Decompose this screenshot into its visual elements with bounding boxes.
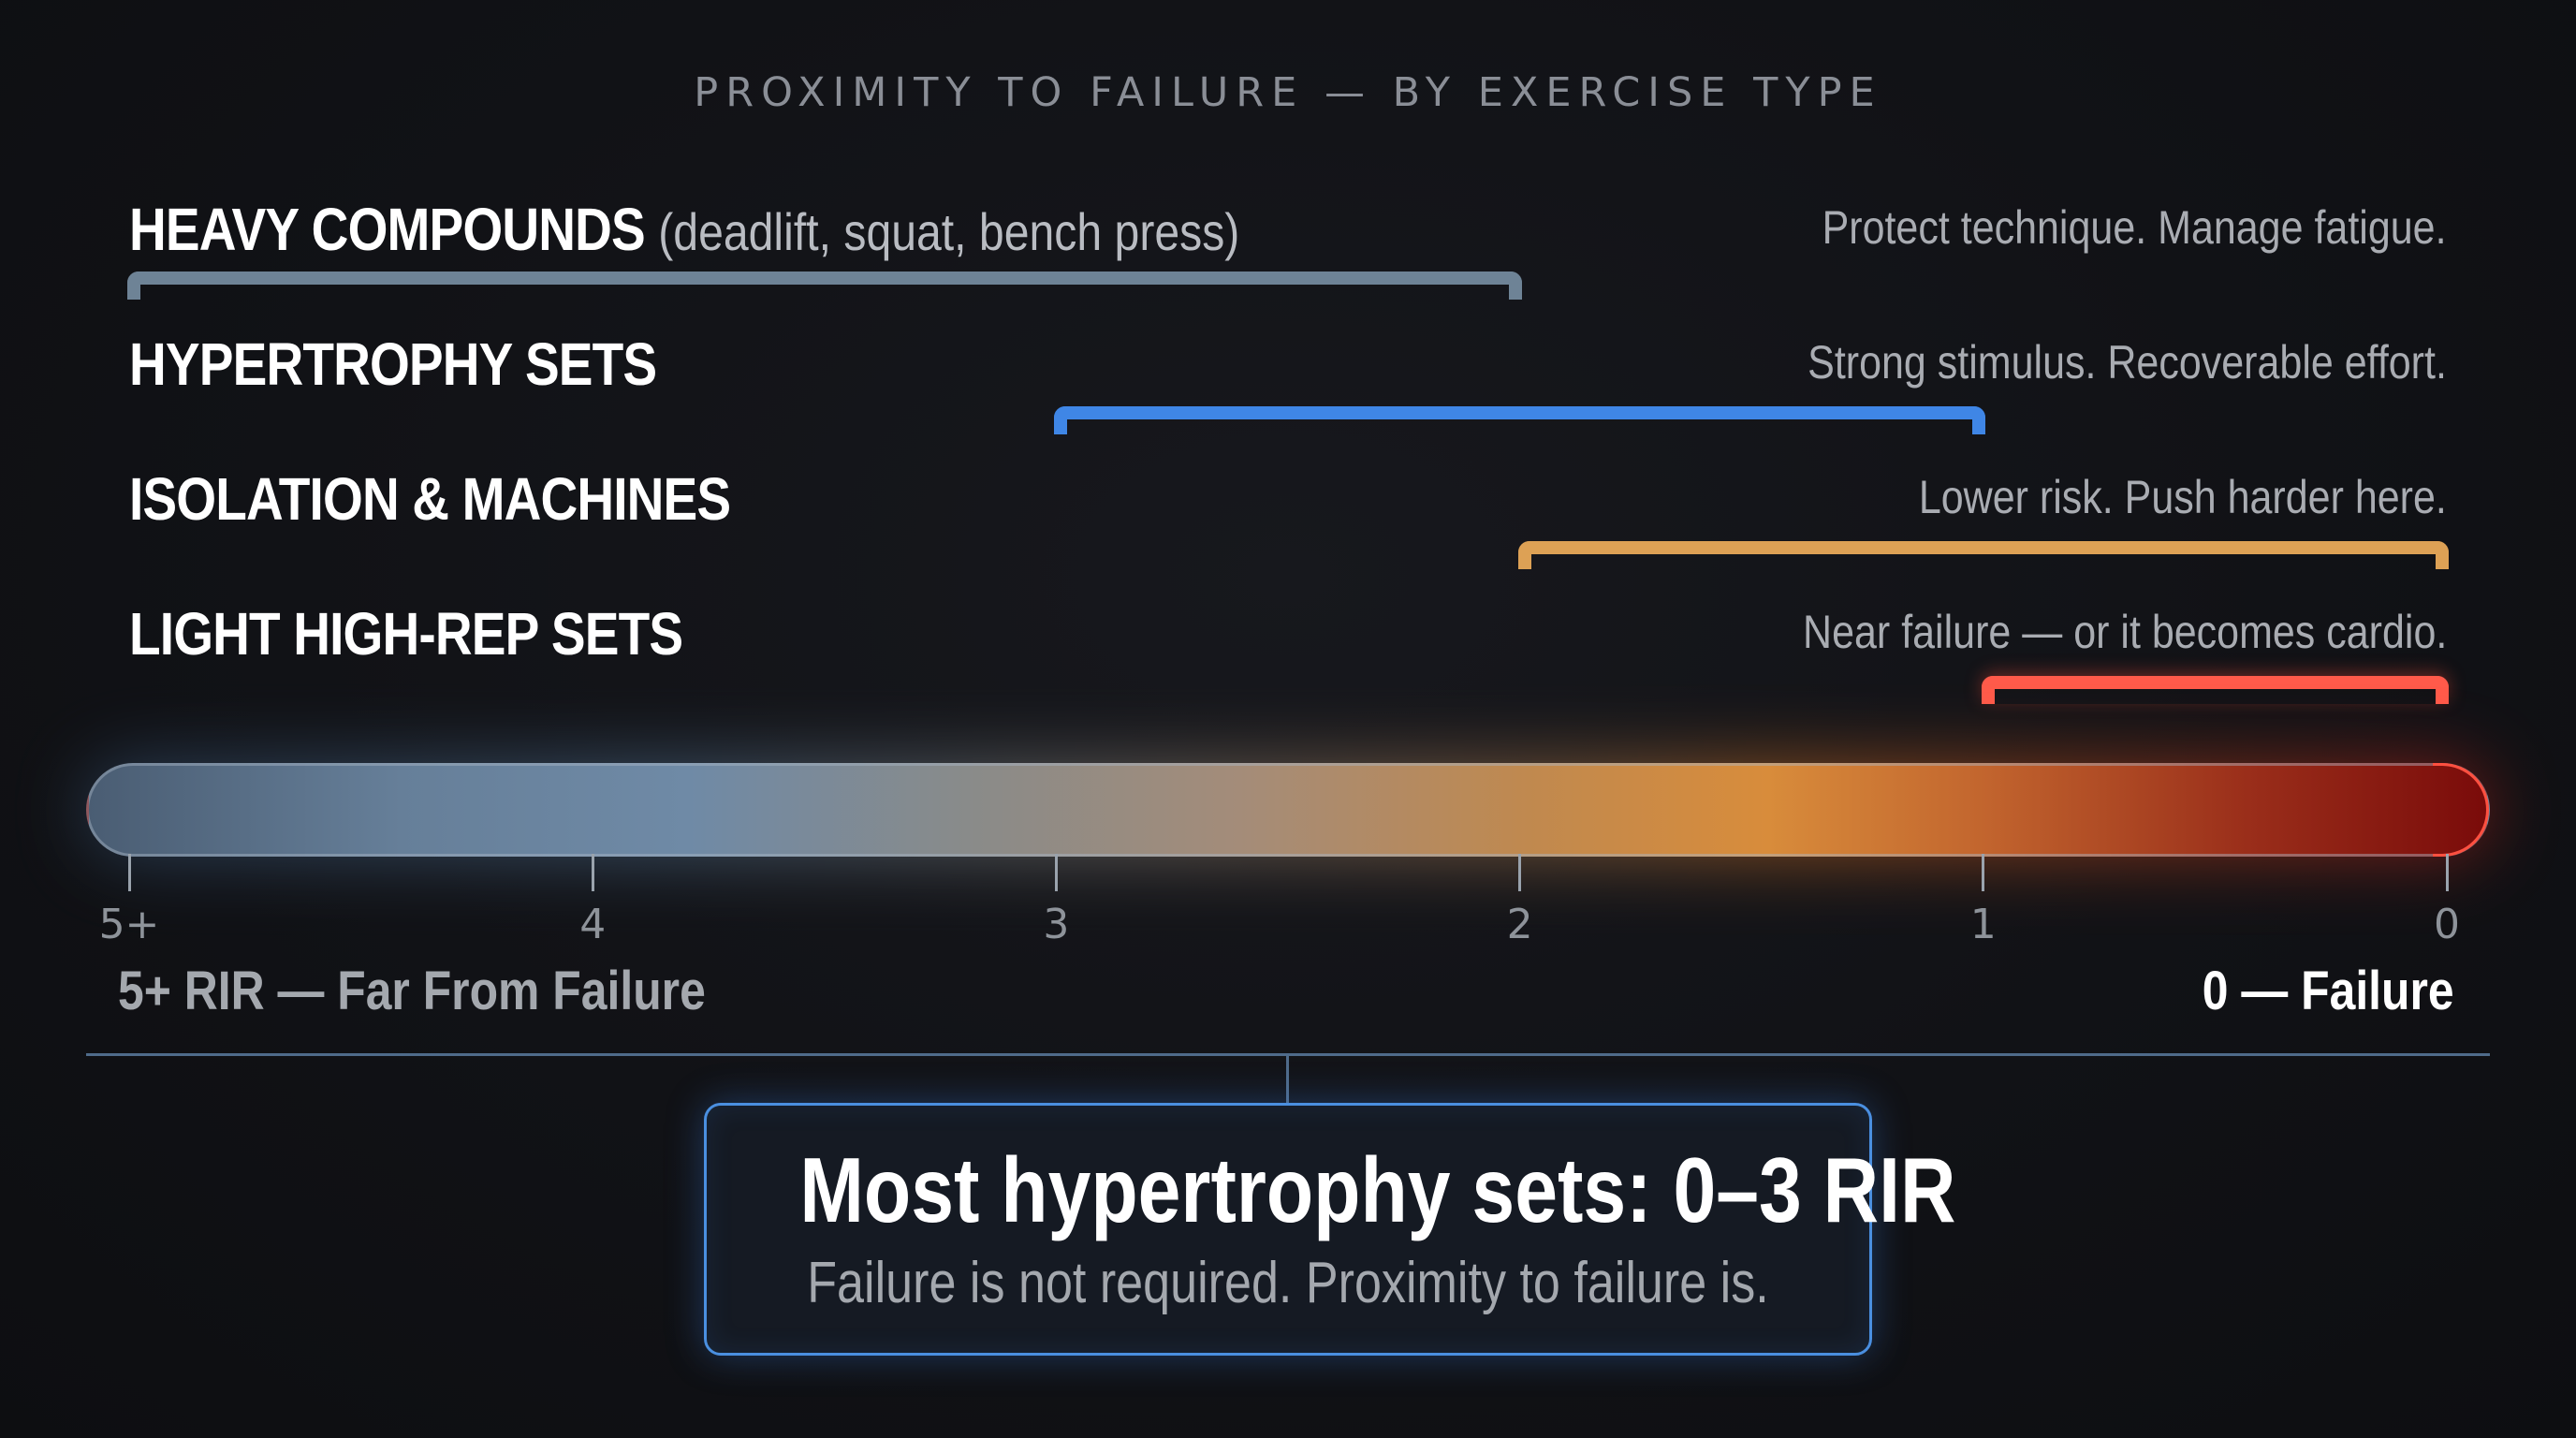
row-label-light-high-rep: LIGHT HIGH-REP SETS xyxy=(129,599,683,668)
row-note-isolation-machines: Lower risk. Push harder here. xyxy=(1918,471,2447,523)
range-bracket-light-high-rep xyxy=(1981,676,2449,704)
scale-left-label: 5+ RIR — Far From Failure xyxy=(118,961,706,1021)
range-bracket-isolation-machines xyxy=(1517,541,2449,569)
scale-tick-label: 1 xyxy=(1969,901,1997,948)
row-note-light-high-rep: Near failure — or it becomes cardio. xyxy=(1802,606,2447,658)
rir-scale-bar xyxy=(86,763,2490,857)
failure-end-highlight xyxy=(2433,763,2489,857)
scale-tick-label: 3 xyxy=(1043,901,1070,948)
scale-tick xyxy=(1518,854,1522,891)
row-name: HYPERTROPHY SETS xyxy=(129,330,657,398)
scale-tick-label: 5+ xyxy=(98,901,160,948)
scale-tick xyxy=(2445,854,2449,891)
row-name: ISOLATION & MACHINES xyxy=(129,465,731,533)
scale-tick xyxy=(127,854,131,891)
row-name: HEAVY COMPOUNDS xyxy=(129,196,646,263)
callout-headline: Most hypertrophy sets: 0–3 RIR xyxy=(799,1138,1956,1241)
scale-tick xyxy=(1982,854,1985,891)
scale-tick-label: 4 xyxy=(579,901,607,948)
summary-callout: Most hypertrophy sets: 0–3 RIR Failure i… xyxy=(704,1103,1956,1356)
scale-tick-label: 2 xyxy=(1506,901,1533,948)
diagram-title: PROXIMITY TO FAILURE — BY EXERCISE TYPE xyxy=(694,69,1882,116)
scale-right-label: 0 — Failure xyxy=(2203,961,2454,1021)
row-label-hypertrophy-sets: HYPERTROPHY SETS xyxy=(129,330,657,399)
row-label-heavy-compounds: HEAVY COMPOUNDS (deadlift, squat, bench … xyxy=(129,195,1239,264)
callout-connector xyxy=(1286,1056,1289,1103)
scale-tick xyxy=(1054,854,1058,891)
row-label-isolation-machines: ISOLATION & MACHINES xyxy=(129,464,731,534)
scale-tick-label: 0 xyxy=(2434,901,2460,948)
range-bracket-hypertrophy-sets xyxy=(1054,406,1985,434)
row-note-heavy-compounds: Protect technique. Manage fatigue. xyxy=(1822,201,2447,254)
row-note-hypertrophy-sets: Strong stimulus. Recoverable effort. xyxy=(1808,336,2447,389)
divider-line xyxy=(86,1053,2490,1056)
row-name: LIGHT HIGH-REP SETS xyxy=(129,600,683,668)
scale-tick xyxy=(591,854,594,891)
row-detail: (deadlift, squat, bench press) xyxy=(658,202,1240,261)
callout-subline: Failure is not required. Proximity to fa… xyxy=(807,1251,1769,1315)
range-bracket-heavy-compounds xyxy=(127,271,1522,300)
